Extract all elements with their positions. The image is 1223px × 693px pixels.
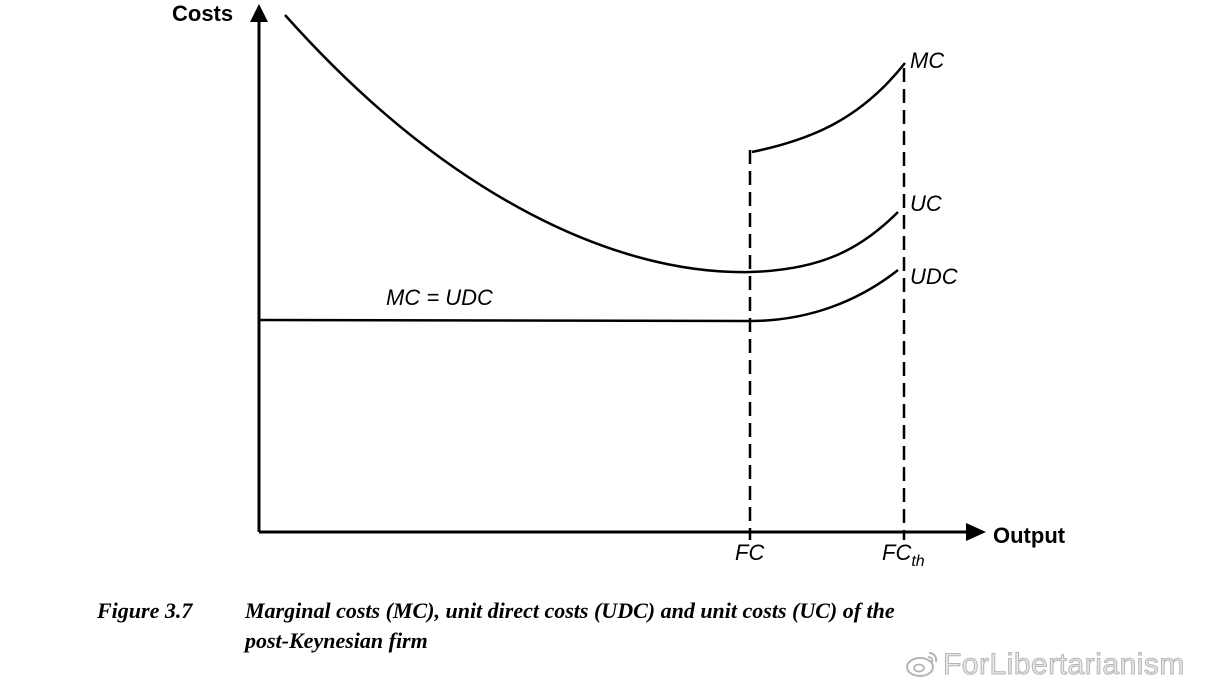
mc-equals-udc-label: MC = UDC [386, 285, 493, 310]
fcth-marker-label: FCth [882, 540, 925, 570]
mc-curve [751, 62, 906, 154]
mc-label: MC [910, 48, 944, 73]
uc-label: UC [910, 191, 942, 216]
udc-label: UDC [910, 264, 958, 289]
y-axis-arrowhead [250, 4, 268, 22]
weibo-logo-icon [906, 652, 938, 677]
figure-caption: Figure 3.7 Marginal costs (MC), unit dire… [97, 596, 1147, 656]
x-axis-label: Output [993, 523, 1066, 548]
figure-number: Figure 3.7 [97, 598, 193, 623]
caption-line-2: post-Keynesian firm [245, 628, 428, 653]
watermark-text: ForLibertarianism [943, 648, 1185, 682]
y-axis-label: Costs [172, 1, 233, 26]
fc-marker-label: FC [735, 540, 764, 565]
x-axis-arrowhead [966, 523, 986, 541]
watermark: ForLibertarianism [905, 648, 1185, 682]
mc-udc-curve [258, 269, 899, 323]
caption-line-1: Marginal costs (MC), unit direct costs (… [245, 598, 895, 623]
uc-curve [284, 14, 899, 274]
